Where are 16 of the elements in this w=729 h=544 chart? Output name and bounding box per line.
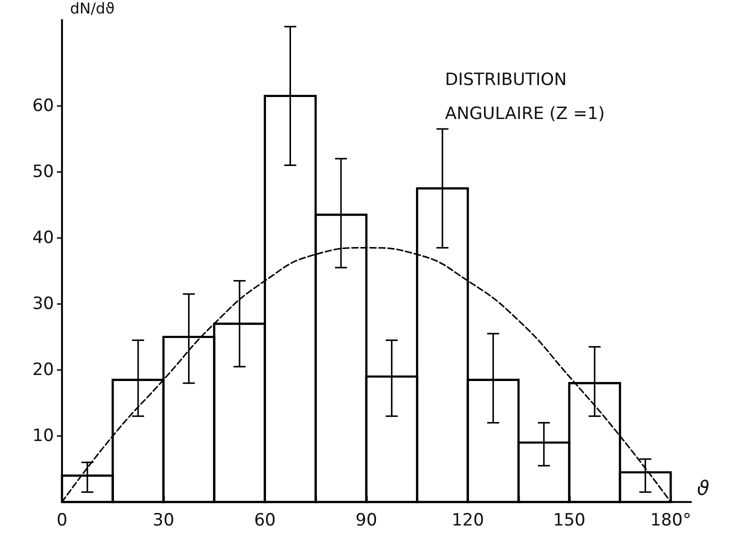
x-tick-label: 180° <box>650 510 692 530</box>
x-tick-label: 90 <box>356 510 378 530</box>
x-axis-title: ϑ <box>697 476 710 500</box>
y-tick-label: 60 <box>32 96 54 116</box>
y-tick-label: 10 <box>32 426 54 446</box>
x-tick-label: 120 <box>452 510 484 530</box>
x-tick-label: 0 <box>56 510 68 530</box>
y-tick-label: 40 <box>32 228 54 248</box>
y-tick-label: 20 <box>32 360 54 380</box>
x-tick-label: 150 <box>553 510 586 530</box>
x-tick-label: 60 <box>254 510 276 530</box>
y-tick-label: 30 <box>32 294 54 314</box>
text: DISTRIBUTION ANGULAIRE (Z =1) <box>445 70 605 124</box>
y-tick-label: 50 <box>32 162 54 182</box>
y-axis-title: dN/dϑ <box>70 0 115 18</box>
x-tick-label: 30 <box>152 510 174 530</box>
